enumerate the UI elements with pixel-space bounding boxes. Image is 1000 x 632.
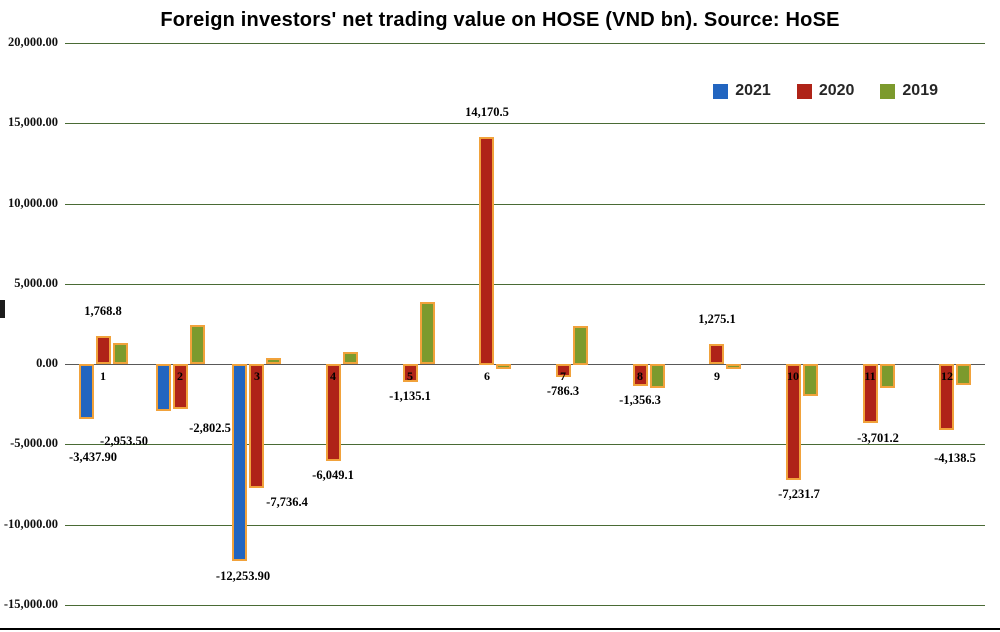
legend-swatch-2020 xyxy=(796,83,812,99)
bar xyxy=(939,364,954,430)
x-category-label: 9 xyxy=(714,369,720,383)
bar xyxy=(156,364,171,411)
y-tick-label: -10,000.00 xyxy=(3,517,58,531)
gridline xyxy=(65,43,985,44)
bar xyxy=(709,344,724,364)
x-category-label: 12 xyxy=(941,369,953,383)
bar xyxy=(956,364,971,385)
x-category-label: 7 xyxy=(560,369,566,383)
gridline xyxy=(65,284,985,285)
chart-title: Foreign investors' net trading value on … xyxy=(160,9,840,31)
legend-swatch-2019 xyxy=(880,83,896,99)
bar xyxy=(113,343,128,364)
bar-value-label: 1,275.1 xyxy=(698,312,736,326)
bar xyxy=(96,336,111,364)
y-tick-label: 10,000.00 xyxy=(8,196,58,210)
bar xyxy=(420,302,435,364)
clipped-y-axis-title xyxy=(0,300,5,318)
bar-value-label: -12,253.90 xyxy=(215,569,271,583)
legend-label-2020: 2020 xyxy=(818,82,855,99)
gridline xyxy=(65,123,985,124)
zero-line xyxy=(65,364,985,365)
x-category-label: 2 xyxy=(177,369,183,383)
bar xyxy=(266,358,281,364)
y-tick-label: 15,000.00 xyxy=(8,115,58,129)
gridline xyxy=(65,444,985,445)
bar-value-label: 1,768.8 xyxy=(84,304,122,318)
bar xyxy=(79,364,94,419)
bar-value-label: -7,231.7 xyxy=(778,487,820,501)
bar-value-label: -3,437.90 xyxy=(69,450,117,464)
bar-value-label: -786.3 xyxy=(546,384,580,398)
x-category-label: 4 xyxy=(330,369,336,383)
bar xyxy=(863,364,878,423)
bar xyxy=(786,364,801,480)
gridline xyxy=(65,605,985,606)
bar xyxy=(479,137,494,365)
bar xyxy=(232,364,247,561)
bar xyxy=(633,364,648,386)
y-tick-label: 0.00 xyxy=(36,356,58,370)
bar-value-label: -4,138.5 xyxy=(934,451,976,465)
bar-value-label: -1,135.1 xyxy=(389,389,431,403)
bar xyxy=(190,325,205,364)
bar-value-label: -2,953.50 xyxy=(100,434,148,448)
bar-value-label: -1,356.3 xyxy=(619,393,661,407)
bar xyxy=(650,364,665,388)
bar xyxy=(573,326,588,365)
legend-swatch-2021 xyxy=(713,83,729,99)
bar xyxy=(726,364,741,369)
bar xyxy=(803,364,818,396)
bar xyxy=(556,364,571,377)
bar xyxy=(249,364,264,488)
bar xyxy=(326,364,341,461)
gridline xyxy=(65,204,985,205)
legend: 2021 2020 2019 xyxy=(713,82,938,100)
bar-value-label: 14,170.5 xyxy=(465,105,509,119)
gridline xyxy=(65,525,985,526)
y-tick-label: 20,000.00 xyxy=(8,35,58,49)
bar-value-label: -7,736.4 xyxy=(266,495,308,509)
x-category-label: 11 xyxy=(864,369,876,383)
bar xyxy=(343,352,358,364)
bar xyxy=(173,364,188,409)
bar-value-label: -6,049.1 xyxy=(312,468,354,482)
x-category-label: 6 xyxy=(484,369,490,383)
chart-bottom-border xyxy=(0,628,1000,630)
legend-label-2019: 2019 xyxy=(902,82,938,99)
bar xyxy=(403,364,418,382)
y-tick-label: -15,000.00 xyxy=(3,597,58,611)
x-category-label: 5 xyxy=(407,369,413,383)
legend-label-2021: 2021 xyxy=(735,82,771,99)
legend-item-2021: 2021 xyxy=(713,82,771,100)
bar xyxy=(496,364,511,369)
x-category-label: 3 xyxy=(254,369,260,383)
y-tick-label: 5,000.00 xyxy=(14,276,58,290)
bar-value-label: -2,802.5 xyxy=(189,421,231,435)
bar-value-label: -3,701.2 xyxy=(857,431,899,445)
legend-item-2019: 2019 xyxy=(880,82,938,100)
x-category-label: 8 xyxy=(637,369,643,383)
bar xyxy=(880,364,895,388)
y-tick-label: -5,000.00 xyxy=(10,436,58,450)
x-category-label: 1 xyxy=(100,369,106,383)
x-category-label: 10 xyxy=(787,369,799,383)
legend-item-2020: 2020 xyxy=(796,82,855,100)
